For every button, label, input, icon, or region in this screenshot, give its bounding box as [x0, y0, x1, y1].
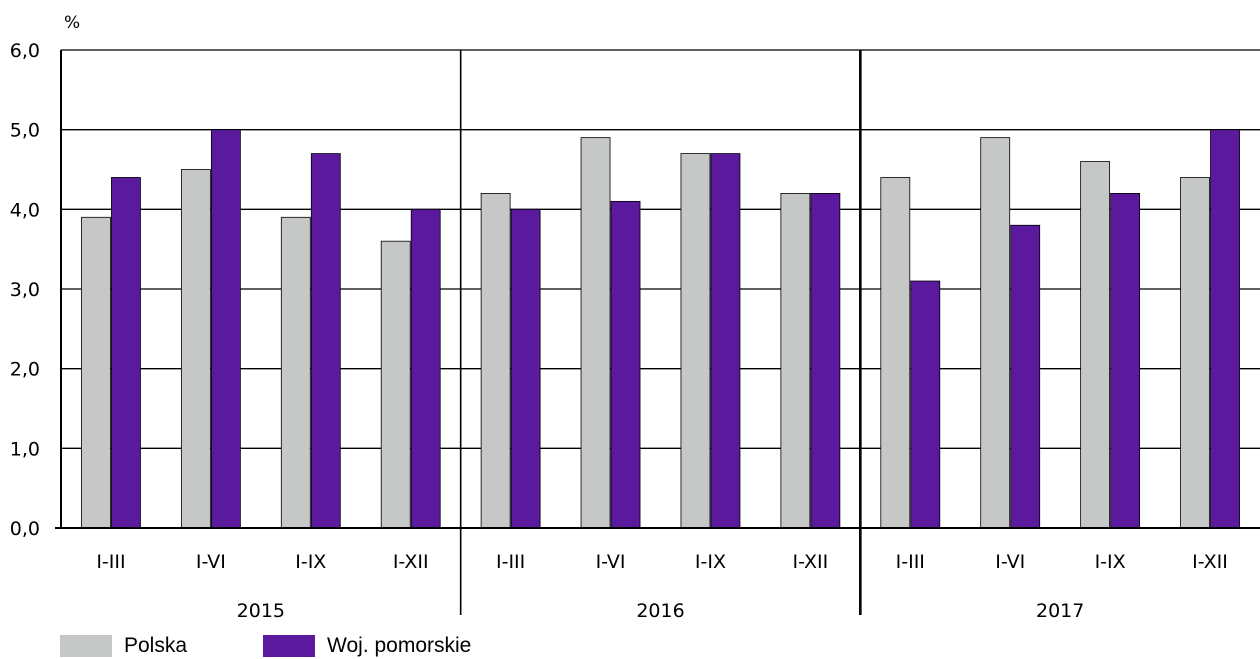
bar-pomorskie — [1010, 224, 1041, 529]
bar-polska — [1180, 177, 1210, 529]
y-tick-labels: 0,0 1,0 2,0 3,0 4,0 5,0 6,0 — [10, 40, 40, 540]
y-tick-label: 6,0 — [10, 40, 40, 62]
bar-chart: % 0,0 1,0 2,0 3,0 4,0 5,0 6,0 I-III I-VI I-IX I-X… — [10, 13, 1260, 622]
axes — [55, 50, 1260, 615]
legend-swatch-polska — [60, 635, 112, 657]
legend-swatch-pomorskie — [263, 635, 316, 657]
bar-polska — [680, 153, 711, 529]
x-category-label: I-III — [896, 551, 925, 573]
bar-pomorskie — [1210, 129, 1240, 529]
group-label: 2016 — [636, 600, 684, 622]
bar-pomorskie — [111, 177, 141, 529]
x-category-labels: I-III I-VI I-IX I-XII I-III I-VI I-IX I-XII I-II… — [96, 551, 1228, 573]
bar-polska — [81, 216, 111, 529]
legend-item-pomorskie: Woj. pomorskie — [263, 634, 471, 658]
bar-pomorskie — [1110, 192, 1141, 529]
x-category-label: I-VI — [596, 551, 626, 573]
bar-polska — [180, 169, 211, 529]
group-label: 2015 — [237, 600, 285, 622]
bars — [81, 129, 1240, 529]
group-label: 2017 — [1036, 600, 1084, 622]
x-category-label: I-XII — [1192, 551, 1228, 573]
y-tick-label: 3,0 — [10, 279, 40, 301]
bar-pomorskie — [710, 153, 741, 529]
legend-label-polska: Polska — [124, 634, 188, 657]
bar-polska — [480, 192, 511, 529]
y-tick-label: 4,0 — [10, 199, 40, 221]
bar-pomorskie — [810, 192, 841, 529]
bar-pomorskie — [610, 200, 641, 529]
bar-polska — [580, 137, 611, 529]
x-category-label: I-III — [96, 551, 125, 573]
x-category-label: I-IX — [295, 551, 326, 573]
y-tick-label: 2,0 — [10, 359, 40, 381]
bar-pomorskie — [910, 280, 941, 529]
x-category-label: I-IX — [695, 551, 726, 573]
x-category-label: I-VI — [196, 551, 226, 573]
legend-item-polska: Polska — [60, 634, 187, 658]
y-tick-label: 5,0 — [10, 120, 40, 142]
y-tick-label: 1,0 — [10, 438, 40, 460]
x-category-label: I-XII — [793, 551, 829, 573]
bar-polska — [980, 137, 1011, 529]
x-category-label: I-VI — [995, 551, 1025, 573]
y-tick-label: 0,0 — [10, 518, 40, 540]
bar-polska — [1080, 161, 1111, 529]
legend: Polska Woj. pomorskie — [60, 634, 547, 658]
gridlines — [61, 49, 1260, 449]
legend-label-pomorskie: Woj. pomorskie — [327, 634, 472, 657]
bar-polska — [880, 177, 911, 529]
bar-pomorskie — [410, 208, 441, 529]
bar-polska — [780, 192, 811, 529]
bar-pomorskie — [210, 129, 241, 529]
bar-polska — [380, 240, 411, 529]
group-labels: 2015 2016 2017 — [237, 600, 1085, 622]
x-category-label: I-IX — [1095, 551, 1126, 573]
bar-pomorskie — [310, 153, 341, 529]
bar-polska — [280, 216, 311, 529]
x-category-label: I-XII — [393, 551, 429, 573]
bar-pomorskie — [510, 208, 541, 529]
y-unit-label: % — [64, 13, 80, 33]
x-category-label: I-III — [496, 551, 525, 573]
